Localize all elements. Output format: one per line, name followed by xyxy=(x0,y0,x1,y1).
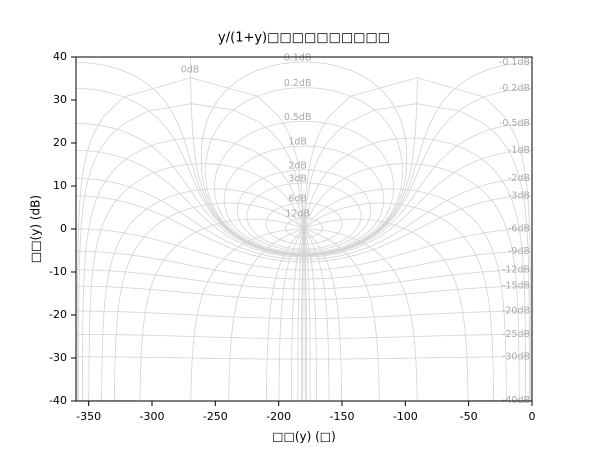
x-tick-label: -200 xyxy=(266,410,291,423)
contour-label: -0.1dB xyxy=(499,57,530,68)
gain-contour xyxy=(237,169,371,252)
gain-contour xyxy=(76,310,532,319)
y-tick-label: -40 xyxy=(49,394,67,407)
x-tick-label: -100 xyxy=(393,410,418,423)
contour-label: -0.5dB xyxy=(499,118,530,129)
contour-label: -20dB xyxy=(502,306,530,317)
phase-contour xyxy=(302,229,306,401)
contour-label: 0.2dB xyxy=(284,78,312,89)
chart-title: y/(1+y)□□□□□□□□□□ xyxy=(218,31,390,46)
y-tick-label: -20 xyxy=(49,308,67,321)
gain-contour xyxy=(76,285,532,300)
x-tick-label: 0 xyxy=(529,410,536,423)
x-axis-label: □□(y) (□) xyxy=(272,430,336,444)
gain-contour xyxy=(76,356,532,360)
contour-label: -0.2dB xyxy=(499,83,530,94)
y-tick-label: 0 xyxy=(60,222,67,235)
phase-contour xyxy=(101,188,507,401)
contour-label: 12dB xyxy=(285,209,310,220)
x-tick-label: -50 xyxy=(460,410,478,423)
gain-contour xyxy=(76,269,532,290)
x-tick-label: -150 xyxy=(330,410,355,423)
gain-contour xyxy=(76,333,532,339)
y-tick-label: -30 xyxy=(49,351,67,364)
phase-contour xyxy=(190,228,418,401)
contour-label: 0.5dB xyxy=(284,112,312,123)
contour-label: -25dB xyxy=(502,329,530,340)
y-tick-label: -10 xyxy=(49,265,67,278)
contour-label: 2dB xyxy=(288,160,307,171)
gain-contour xyxy=(76,228,532,271)
contour-label: -3dB xyxy=(508,190,530,201)
gain-contour xyxy=(285,217,323,238)
contour-label: 0.1dB xyxy=(284,53,312,64)
gain-contour xyxy=(76,195,532,263)
contour-label: -15dB xyxy=(502,281,530,292)
y-axis-label: □□(y) (dB) xyxy=(29,195,43,263)
contour-label: 3dB xyxy=(288,174,307,185)
x-tick-label: -350 xyxy=(76,410,101,423)
contours xyxy=(76,57,532,401)
x-tick-label: -250 xyxy=(203,410,228,423)
contour-label: -9dB xyxy=(508,246,530,257)
gain-contour xyxy=(205,87,403,255)
x-tick-label: -300 xyxy=(140,410,165,423)
gain-contour xyxy=(76,250,532,280)
phase-contour xyxy=(228,228,380,401)
phase-contour xyxy=(114,202,494,401)
phase-contour xyxy=(76,77,532,401)
gain-contour xyxy=(76,178,532,260)
contour-label: 6dB xyxy=(288,194,307,205)
phase-contour xyxy=(78,103,530,401)
y-tick-label: 20 xyxy=(53,136,67,149)
contour-label: -2dB xyxy=(508,173,530,184)
contour-label: 0dB xyxy=(181,64,200,75)
phase-contour xyxy=(139,218,469,401)
phase-contour xyxy=(88,163,520,401)
phase-contour xyxy=(278,228,330,401)
phase-contour xyxy=(291,228,317,401)
contour-label: -30dB xyxy=(502,351,530,362)
gain-contour xyxy=(76,88,532,256)
y-tick-label: 30 xyxy=(53,93,67,106)
phase-contour xyxy=(297,228,311,401)
gain-contour xyxy=(214,120,394,255)
contour-label: -6dB xyxy=(508,223,530,234)
contour-label: -1dB xyxy=(508,145,530,156)
phase-contour xyxy=(301,229,307,401)
contour-label: 1dB xyxy=(288,137,307,148)
phase-contour xyxy=(82,137,526,401)
gain-contour xyxy=(76,150,532,258)
gain-contour xyxy=(246,182,362,250)
y-tick-label: 10 xyxy=(53,179,67,192)
y-tick-label: 40 xyxy=(53,50,67,63)
gain-contour xyxy=(76,123,532,257)
contour-label: -12dB xyxy=(502,264,530,275)
phase-contour xyxy=(266,228,342,401)
gain-contour xyxy=(223,145,385,254)
